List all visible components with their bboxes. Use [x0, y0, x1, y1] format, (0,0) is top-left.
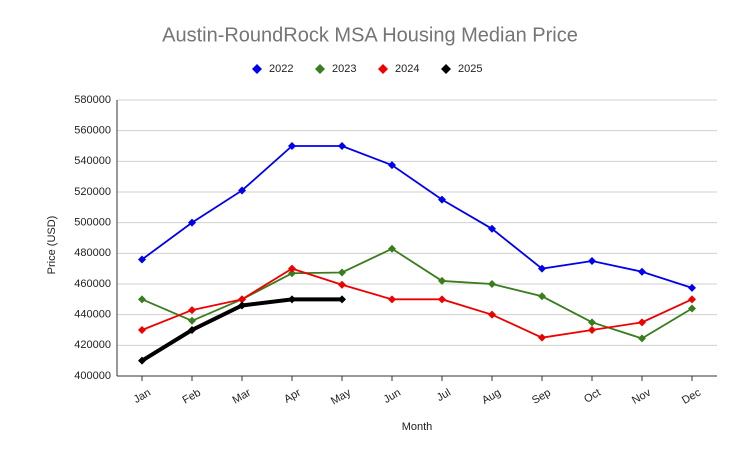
point — [188, 326, 196, 334]
point — [138, 255, 146, 264]
point — [538, 292, 546, 301]
point — [638, 334, 646, 343]
legend-marker — [252, 64, 262, 74]
point — [388, 244, 396, 253]
point — [288, 295, 296, 304]
point — [238, 295, 246, 304]
x-tick-label: Feb — [181, 387, 203, 407]
point — [138, 326, 146, 334]
legend-marker — [378, 64, 388, 74]
point — [338, 268, 346, 277]
point — [438, 195, 446, 204]
x-tick-label: Jul — [435, 387, 453, 404]
x-tick-label: Aug — [480, 387, 503, 407]
x-tick-label: May — [329, 386, 353, 407]
legend-label: 2022 — [269, 63, 293, 75]
point — [538, 264, 546, 273]
x-tick-label: Apr — [282, 387, 303, 406]
x-axis-label: Month — [402, 421, 433, 433]
series-line — [141, 267, 693, 339]
x-tick-label: Jan — [132, 387, 153, 406]
legend-label: 2023 — [332, 63, 356, 75]
y-tick-label: 560000 — [74, 125, 111, 137]
y-axis-label: Price (USD) — [46, 216, 58, 275]
point — [338, 295, 346, 304]
point — [138, 356, 146, 365]
x-tick-label: Sep — [530, 387, 553, 407]
y-tick-label: 480000 — [74, 247, 111, 259]
series-line — [141, 247, 693, 340]
point — [488, 224, 496, 233]
legend-marker — [315, 64, 325, 74]
x-tick-label: Nov — [630, 386, 653, 406]
point — [438, 295, 446, 304]
legend-label: 2024 — [395, 63, 419, 75]
point — [288, 264, 296, 273]
y-tick-label: 500000 — [74, 217, 111, 229]
x-tick-label: Jun — [382, 387, 403, 406]
point — [688, 283, 696, 292]
legend-label: 2025 — [458, 63, 482, 75]
y-tick-label: 520000 — [74, 186, 111, 198]
x-tick-label: Dec — [680, 386, 703, 406]
point — [288, 142, 296, 150]
point — [588, 318, 596, 327]
point — [588, 326, 596, 334]
point — [538, 333, 546, 342]
point — [488, 280, 496, 288]
point — [338, 280, 346, 289]
y-tick-label: 580000 — [74, 94, 111, 106]
point — [338, 142, 346, 150]
point — [188, 306, 196, 315]
point — [688, 295, 696, 304]
y-tick-label: 540000 — [74, 155, 111, 167]
x-tick-label: Oct — [582, 387, 603, 406]
point — [188, 218, 196, 227]
y-tick-label: 440000 — [74, 309, 111, 321]
series-line — [141, 145, 693, 289]
point — [388, 295, 396, 304]
point — [288, 269, 296, 278]
point — [238, 301, 246, 310]
legend-marker — [441, 64, 451, 74]
y-tick-label: 420000 — [74, 339, 111, 351]
point — [488, 310, 496, 319]
point — [438, 276, 446, 285]
point — [638, 318, 646, 327]
point — [388, 161, 396, 170]
y-tick-label: 460000 — [74, 278, 111, 290]
x-tick-label: Mar — [231, 387, 254, 407]
point — [238, 186, 246, 195]
chart-title: Austin-RoundRock MSA Housing Median Pric… — [162, 24, 578, 46]
y-tick-label: 400000 — [74, 370, 111, 382]
point — [138, 295, 146, 304]
point — [188, 316, 196, 325]
point — [638, 267, 646, 276]
point — [588, 257, 596, 265]
point — [688, 304, 696, 313]
